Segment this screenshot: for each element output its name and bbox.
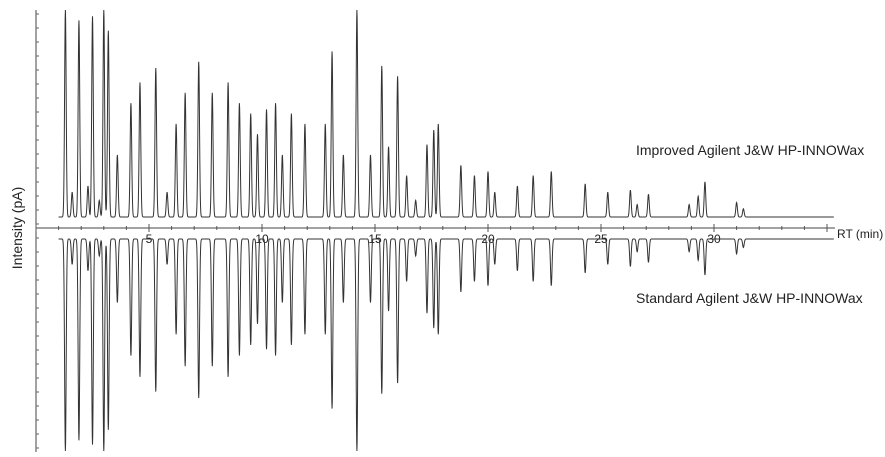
- series-label-standard: Standard Agilent J&W HP-INNOWax: [636, 290, 863, 306]
- series-standard-trace: [58, 238, 834, 452]
- y-ticks: [36, 13, 39, 449]
- x-ticks: [35, 224, 828, 232]
- x-tick-label: 20: [481, 232, 495, 246]
- series-improved-trace: [58, 9, 834, 218]
- y-axis-label: Intensity (pA): [9, 187, 25, 269]
- series-label-improved: Improved Agilent J&W HP-INNOWax: [636, 142, 864, 158]
- x-axis-label: RT (min): [837, 227, 883, 241]
